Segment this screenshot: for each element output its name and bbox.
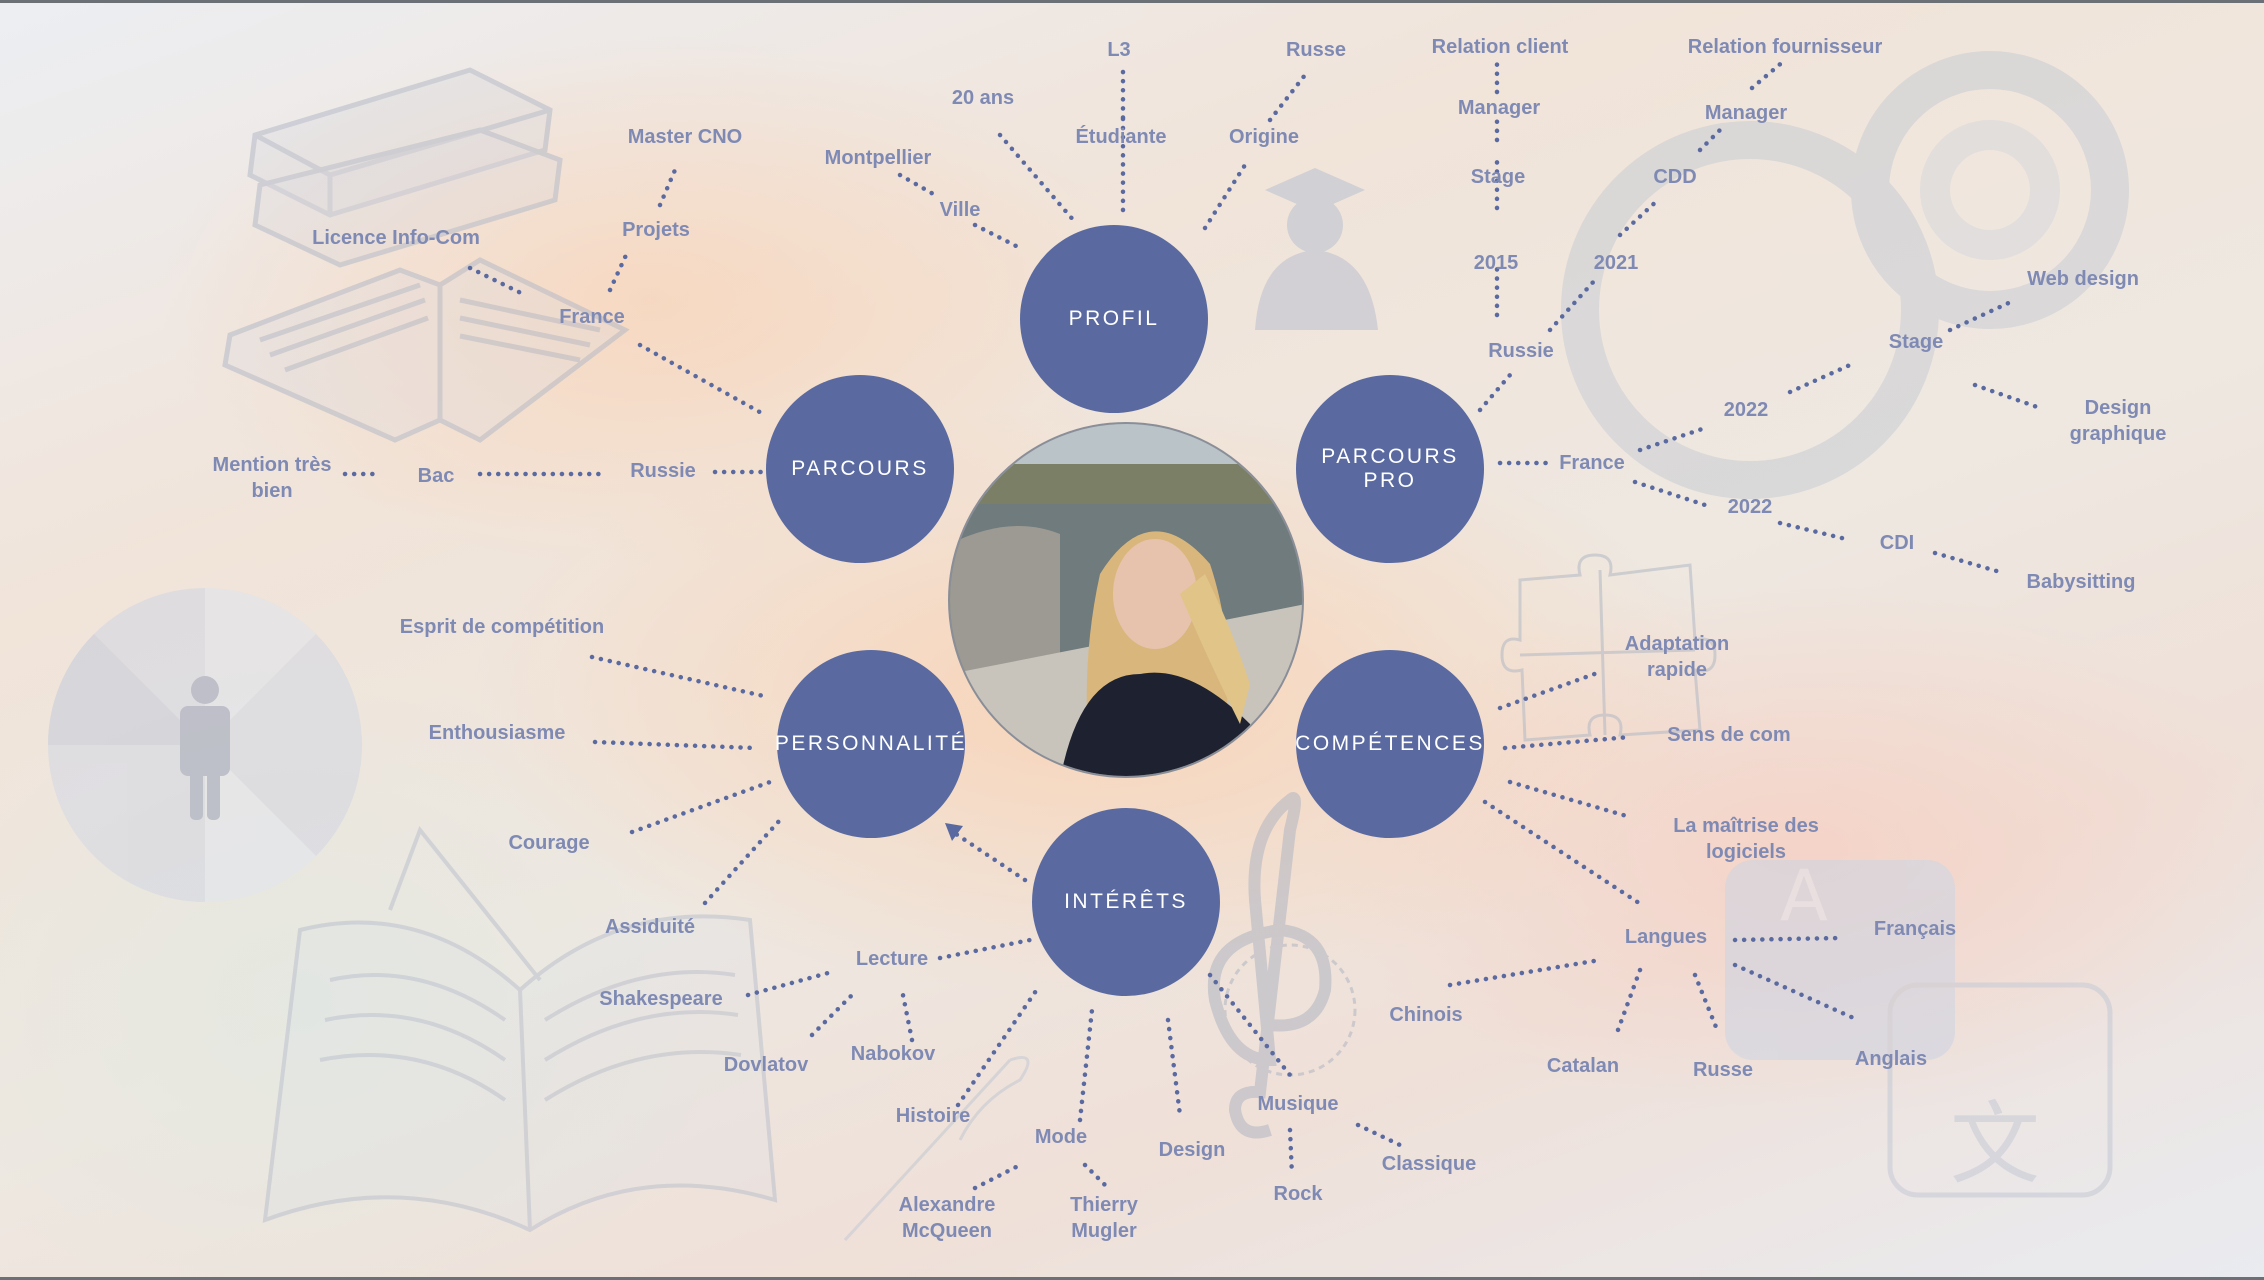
person-chart-icon — [48, 588, 362, 902]
graduate-icon — [1255, 168, 1378, 330]
books-icon — [222, 67, 630, 443]
label-montpellier: Montpellier — [824, 147, 932, 169]
label-stage-fr: Stage — [1888, 331, 1944, 353]
label-adaptation: Adaptation rapide — [1624, 633, 1730, 681]
label-relation-client: Relation client — [1431, 36, 1569, 58]
label-russe-profil: Russe — [1285, 39, 1347, 61]
node-profil[interactable]: PROFIL — [1020, 225, 1208, 413]
label-origine: Origine — [1228, 126, 1300, 148]
label-2022-cdi: 2022 — [1727, 496, 1773, 518]
label-courage: Courage — [508, 832, 590, 854]
node-competences[interactable]: COMPÉTENCES — [1295, 650, 1484, 838]
top-border — [0, 0, 2264, 3]
label-cdi: CDI — [1879, 532, 1915, 554]
label-france-pro: France — [1559, 452, 1625, 474]
label-2021: 2021 — [1593, 252, 1639, 274]
node-parcours-pro[interactable]: PARCOURS PRO — [1296, 375, 1484, 563]
label-design: Design — [1158, 1139, 1226, 1161]
label-lecture: Lecture — [855, 948, 929, 970]
label-bac: Bac — [417, 465, 455, 487]
label-shakespeare: Shakespeare — [599, 988, 723, 1010]
label-russie-parcours: Russie — [630, 460, 696, 482]
label-logiciels: La maîtrise des logiciels — [1673, 815, 1819, 863]
label-design-graphique: Design graphique — [2069, 397, 2167, 445]
portrait-illustration — [950, 424, 1302, 776]
label-20-ans: 20 ans — [951, 87, 1015, 109]
label-2022-stage: 2022 — [1723, 399, 1769, 421]
label-mugler: Thierry Mugler — [1070, 1194, 1138, 1242]
bottom-border — [0, 1277, 2264, 1280]
label-francais: Français — [1873, 918, 1957, 940]
label-web-design: Web design — [2027, 268, 2139, 290]
label-classique: Classique — [1381, 1153, 1477, 1175]
label-cdd: CDD — [1653, 166, 1697, 188]
label-dovlatov: Dovlatov — [723, 1054, 809, 1076]
label-mention: Mention très bien — [212, 454, 332, 502]
svg-text:A: A — [1780, 855, 1828, 937]
label-musique: Musique — [1257, 1093, 1339, 1115]
label-assiduite: Assiduité — [604, 916, 696, 938]
label-catalan: Catalan — [1546, 1055, 1620, 1077]
label-histoire: Histoire — [895, 1105, 971, 1127]
label-master: Master CNO — [627, 126, 743, 148]
label-licence: Licence Info-Com — [312, 227, 480, 249]
label-2015: 2015 — [1473, 252, 1519, 274]
label-stage-ru: Stage — [1470, 166, 1526, 188]
label-anglais: Anglais — [1854, 1048, 1928, 1070]
svg-text:文: 文 — [1950, 1092, 2040, 1197]
label-projets: Projets — [622, 219, 690, 241]
label-france-parcours: France — [559, 306, 625, 328]
label-manager-cdd: Manager — [1704, 102, 1788, 124]
label-competition: Esprit de compétition — [399, 616, 605, 638]
label-mcqueen: Alexandre McQueen — [898, 1194, 996, 1242]
label-russe-lang: Russe — [1692, 1059, 1754, 1081]
node-interets[interactable]: INTÉRÊTS — [1032, 808, 1220, 996]
translate-icon: A 文 — [1725, 855, 2113, 1198]
open-book-icon — [262, 826, 778, 1233]
node-personnalite[interactable]: PERSONNALITÉ — [775, 650, 965, 838]
label-ville: Ville — [939, 199, 981, 221]
puzzle-icon — [1500, 553, 1717, 742]
label-langues: Langues — [1624, 926, 1708, 948]
label-rock: Rock — [1273, 1183, 1323, 1205]
node-parcours[interactable]: PARCOURS — [766, 375, 954, 563]
label-mode: Mode — [1034, 1126, 1088, 1148]
label-babysitting: Babysitting — [2026, 571, 2136, 593]
label-l3: L3 — [1107, 39, 1131, 61]
needle-icon — [843, 1056, 1030, 1242]
label-relation-fournisseur: Relation fournisseur — [1687, 36, 1883, 58]
label-enthousiasme: Enthousiasme — [428, 722, 566, 744]
label-chinois: Chinois — [1389, 1004, 1463, 1026]
profile-photo — [948, 422, 1304, 778]
label-russie-pro: Russie — [1488, 340, 1554, 362]
label-sens-com: Sens de com — [1667, 724, 1791, 746]
label-etudiante: Étudiante — [1075, 126, 1167, 148]
label-nabokov: Nabokov — [850, 1043, 936, 1065]
label-manager-ru: Manager — [1457, 97, 1541, 119]
